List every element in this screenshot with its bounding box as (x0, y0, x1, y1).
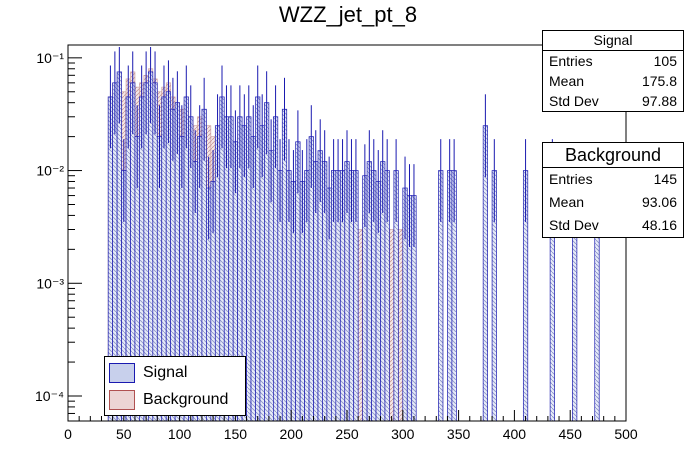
signal-stats-title: Signal (543, 31, 683, 51)
signal-mean-value: 175.8 (641, 73, 677, 89)
signal-entries-row: Entries 105 (543, 51, 683, 71)
background-mean-row: Mean 93.06 (543, 191, 683, 214)
chart-title: WZZ_jet_pt_8 (278, 2, 418, 27)
x-tick-label-10: 500 (614, 426, 638, 442)
signal-entries-value: 105 (653, 53, 677, 69)
x-axis: 0 50 100 150 200 250 300 350 400 450 500 (64, 410, 638, 442)
background-bar-65 (398, 229, 404, 422)
legend-item-background: Background (109, 388, 228, 412)
x-tick-label-2: 100 (168, 426, 192, 442)
x-tick-label-6: 300 (391, 426, 415, 442)
background-stats-title: Background (543, 143, 683, 168)
x-tick-label-0: 0 (64, 426, 72, 442)
legend-label-background: Background (143, 391, 229, 408)
signal-stats-box: Signal Entries 105 Mean 175.8 Std Dev 97… (542, 30, 684, 112)
x-tick-label-1: 50 (116, 426, 132, 442)
background-entries-value: 145 (653, 171, 677, 187)
signal-mean-row: Mean 175.8 (543, 71, 683, 91)
x-tick-label-9: 450 (559, 426, 583, 442)
signal-entries-label: Entries (549, 53, 593, 69)
legend-item-signal: Signal (109, 361, 187, 385)
legend: Signal Background (104, 356, 246, 416)
y-tick-label-3: 10⁻⁴ (35, 388, 64, 404)
x-tick-label-4: 200 (280, 426, 304, 442)
x-tick-label-8: 400 (503, 426, 527, 442)
signal-mean-label: Mean (549, 73, 585, 89)
y-tick-label-1: 10⁻² (36, 163, 64, 179)
background-std-row: Std Dev 48.16 (543, 214, 683, 237)
background-entries-label: Entries (549, 171, 593, 187)
background-mean-label: Mean (549, 194, 585, 210)
background-stats-box: Background Entries 145 Mean 93.06 Std De… (542, 142, 684, 238)
signal-std-value: 97.88 (641, 93, 677, 109)
y-axis: 10⁻¹ 10⁻² 10⁻³ 10⁻⁴ (35, 50, 82, 422)
background-bar-63 (389, 229, 395, 422)
x-tick-label-3: 150 (224, 426, 248, 442)
y-tick-label-2: 10⁻³ (36, 275, 64, 291)
legend-swatch-signal (109, 363, 135, 383)
x-tick-label-5: 250 (335, 426, 359, 442)
signal-std-row: Std Dev 97.88 (543, 91, 683, 111)
signal-bars (107, 47, 600, 422)
legend-swatch-background (109, 390, 135, 410)
x-tick-label-7: 350 (447, 426, 471, 442)
signal-std-label: Std Dev (549, 93, 599, 109)
background-bar-56 (357, 229, 363, 422)
background-std-value: 48.16 (641, 217, 677, 233)
background-entries-row: Entries 145 (543, 168, 683, 191)
background-std-label: Std Dev (549, 217, 599, 233)
y-tick-label-0: 10⁻¹ (36, 50, 64, 66)
legend-label-signal: Signal (143, 364, 188, 381)
background-mean-value: 93.06 (641, 194, 677, 210)
